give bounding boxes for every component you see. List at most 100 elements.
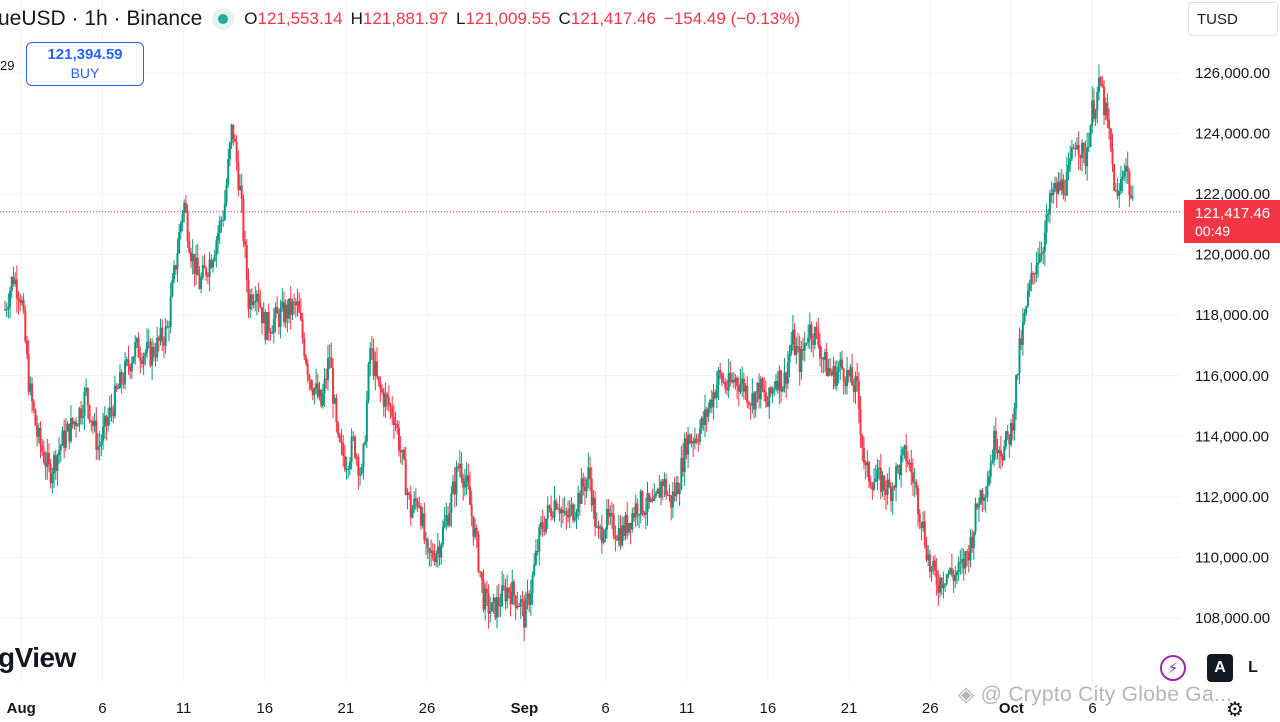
candle <box>384 382 387 418</box>
candle <box>81 404 84 425</box>
candle <box>528 589 531 613</box>
buy-button[interactable]: 121,394.59 BUY <box>26 42 144 86</box>
candle <box>228 141 231 167</box>
auto-scale-button[interactable]: A <box>1207 654 1233 682</box>
candle <box>698 419 701 446</box>
candle <box>627 522 630 536</box>
currency-unit-button[interactable]: TUSD <box>1188 2 1278 36</box>
candle <box>1006 424 1009 441</box>
candle <box>345 456 348 480</box>
candle <box>786 350 789 390</box>
candle <box>561 498 564 524</box>
candle <box>769 385 772 397</box>
candle <box>120 369 123 394</box>
candle <box>1020 330 1023 351</box>
candle <box>5 302 8 318</box>
candle <box>632 506 635 522</box>
candle <box>115 383 118 393</box>
candle <box>1079 154 1082 171</box>
symbol-title[interactable]: ueUSD · 1h · Binance <box>0 7 203 30</box>
candle <box>1069 145 1072 173</box>
candle <box>1018 327 1021 385</box>
candle <box>34 408 37 427</box>
tradingview-logo[interactable]: gView <box>0 642 76 673</box>
candle <box>1042 246 1045 265</box>
candle <box>428 547 431 567</box>
candle <box>976 502 979 511</box>
candle <box>622 516 625 541</box>
candle <box>590 467 593 512</box>
candle <box>693 427 696 450</box>
bolt-icon[interactable]: ⚡ <box>1160 655 1186 681</box>
candle <box>264 309 267 345</box>
candle <box>1065 156 1068 196</box>
candle <box>1070 139 1073 162</box>
candle <box>1026 282 1029 308</box>
candle <box>886 473 889 505</box>
candle <box>350 428 353 470</box>
x-tick-label: 26 <box>419 700 436 717</box>
y-tick-label: 124,000.00 <box>1195 126 1270 143</box>
candle <box>901 446 904 463</box>
candle <box>436 532 439 568</box>
candle <box>803 331 806 362</box>
gear-icon[interactable]: ⚙ <box>1226 699 1244 721</box>
candle <box>261 307 264 335</box>
candle <box>812 333 815 358</box>
candle <box>827 358 830 377</box>
candle <box>360 463 363 476</box>
candle <box>414 488 417 510</box>
candle <box>127 345 130 375</box>
candle <box>888 466 891 489</box>
candle <box>1106 92 1109 129</box>
candle <box>651 489 654 503</box>
candle <box>737 377 740 407</box>
candle <box>852 378 855 403</box>
candle <box>462 474 465 501</box>
candle <box>330 342 333 368</box>
candle <box>1075 137 1078 150</box>
candle <box>479 570 482 577</box>
candle <box>198 266 201 290</box>
candle <box>404 446 407 496</box>
candle <box>616 534 619 542</box>
candle <box>1118 183 1121 208</box>
candle <box>781 386 784 393</box>
candle <box>347 465 350 479</box>
candle <box>719 362 722 379</box>
candle <box>742 372 745 400</box>
candle <box>1047 208 1050 222</box>
candle <box>369 341 372 377</box>
candle <box>411 504 414 519</box>
candle <box>250 287 253 311</box>
candle <box>124 352 127 390</box>
candle <box>56 453 59 486</box>
candle <box>824 348 827 372</box>
candle <box>308 373 311 391</box>
candle <box>932 556 935 575</box>
candle <box>125 356 128 367</box>
low-value: 121,009.55 <box>465 9 551 28</box>
candle <box>146 328 149 359</box>
candle <box>1003 439 1006 462</box>
candle <box>582 472 585 496</box>
candle <box>764 380 767 409</box>
candle <box>178 224 181 254</box>
candle <box>531 571 534 606</box>
candle <box>496 585 499 629</box>
candle <box>512 579 515 605</box>
status-dot-icon <box>212 8 235 30</box>
candle <box>458 450 461 478</box>
candle <box>820 346 823 373</box>
candle <box>215 235 218 268</box>
candle <box>370 336 373 361</box>
candle <box>22 293 25 314</box>
candle <box>1125 158 1128 184</box>
candle <box>753 390 756 419</box>
candle <box>884 480 887 510</box>
candle <box>387 385 390 412</box>
candle <box>465 462 468 495</box>
open-label: O <box>244 9 258 28</box>
log-scale-button[interactable]: L <box>1248 659 1258 676</box>
